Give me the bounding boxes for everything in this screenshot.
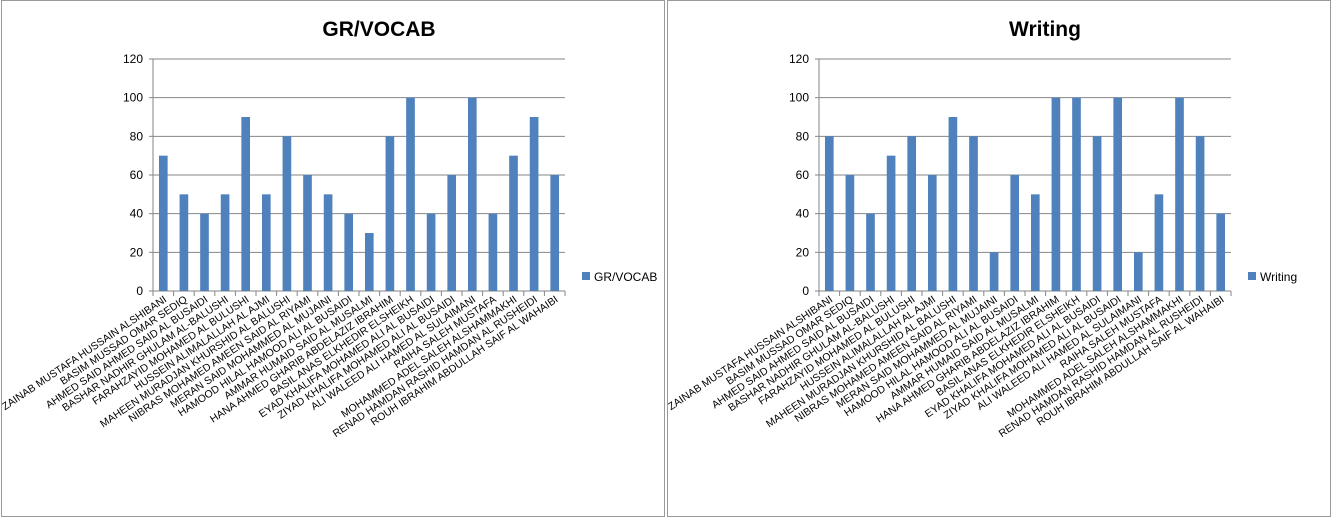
y-tick-label: 120 xyxy=(789,52,809,66)
y-tick-label: 60 xyxy=(796,168,810,182)
bar-gr-vocab xyxy=(200,213,209,291)
bar-gr-vocab xyxy=(303,175,312,291)
bar-writing xyxy=(1092,136,1102,291)
y-tick-label: 80 xyxy=(130,129,144,143)
legend-swatch xyxy=(1248,272,1256,280)
y-tick-label: 40 xyxy=(796,207,810,221)
bar-gr-vocab xyxy=(406,97,415,292)
bar-gr-vocab xyxy=(426,213,436,291)
legend-swatch xyxy=(582,272,590,280)
bar-writing xyxy=(1195,136,1205,291)
chart-panel-writing: Writing 0 20 40 60 80 100 120 ZAINAB MUSTAFA HUS… xyxy=(667,0,1331,517)
legend: GR/VOCAB xyxy=(582,270,657,284)
bar-gr-vocab xyxy=(282,136,292,291)
y-tick-label: 40 xyxy=(130,207,144,221)
chart-title: Writing xyxy=(1009,18,1081,41)
y-tick-label: 60 xyxy=(130,168,144,182)
y-tick-label: 120 xyxy=(123,52,143,66)
bar-gr-vocab xyxy=(550,175,560,291)
bar-writing xyxy=(1216,213,1226,291)
bar-gr-vocab xyxy=(385,136,395,291)
bar-writing xyxy=(1010,175,1020,291)
bar-gr-vocab xyxy=(261,194,271,291)
bar-writing xyxy=(1133,252,1143,291)
bar-writing xyxy=(948,117,958,291)
bar-writing xyxy=(1113,97,1123,292)
bar-gr-vocab xyxy=(488,213,498,291)
chart-title: GR/VOCAB xyxy=(322,18,435,41)
bar-gr-vocab xyxy=(241,117,251,291)
bar-gr-vocab xyxy=(323,194,333,291)
bar-gr-vocab xyxy=(447,175,457,291)
bar-writing xyxy=(1175,97,1184,292)
legend-label: Writing xyxy=(1260,270,1297,284)
bar-gr-vocab xyxy=(344,213,354,291)
y-tick-label: 80 xyxy=(796,129,810,143)
bar-writing xyxy=(886,155,896,291)
bar-writing xyxy=(1051,97,1061,292)
bar-writing xyxy=(1030,194,1040,291)
legend-label: GR/VOCAB xyxy=(594,270,657,284)
bar-writing xyxy=(1154,194,1164,291)
bar-gr-vocab xyxy=(220,194,230,291)
bar-gr-vocab xyxy=(179,194,189,291)
chart-panel-gr-vocab: GR/VOCAB 0 20 40 60 80 100 120 ZAINAB MUSTAFA HU… xyxy=(1,0,665,517)
y-tick-label: 20 xyxy=(796,245,810,259)
bar-writing xyxy=(989,252,999,291)
bar-gr-vocab xyxy=(158,155,168,291)
bar-gr-vocab xyxy=(364,233,374,291)
bar-writing xyxy=(927,175,937,291)
bar-gr-vocab xyxy=(529,117,539,291)
y-tick-label: 0 xyxy=(802,284,809,298)
legend: Writing xyxy=(1248,270,1297,284)
y-tick-label: 0 xyxy=(136,284,143,298)
bar-gr-vocab xyxy=(509,155,518,291)
y-tick-label: 100 xyxy=(789,91,809,105)
bar-writing xyxy=(866,213,875,291)
y-tick-label: 100 xyxy=(123,91,143,105)
bar-writing xyxy=(845,175,855,291)
bar-writing xyxy=(1072,97,1081,292)
bar-gr-vocab xyxy=(467,97,477,292)
bar-writing xyxy=(907,136,917,291)
bar-writing xyxy=(969,136,978,291)
y-tick-label: 20 xyxy=(130,245,144,259)
bar-writing xyxy=(824,136,834,291)
